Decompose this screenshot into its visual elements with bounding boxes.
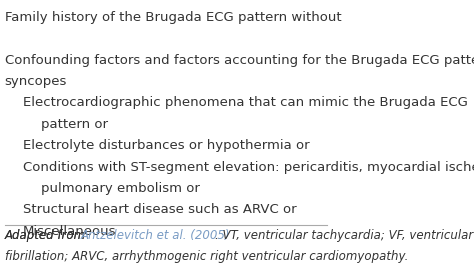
Text: syncopes: syncopes	[5, 75, 67, 88]
Text: Adapted from: Adapted from	[5, 229, 90, 242]
Text: Electrocardiographic phenomena that can mimic the Brugada ECG: Electrocardiographic phenomena that can …	[23, 97, 468, 109]
Text: pattern or: pattern or	[41, 118, 108, 131]
Text: Adapted from Antzelevitch et al. (2005): Adapted from Antzelevitch et al. (2005)	[5, 229, 239, 242]
Text: pulmonary embolism or: pulmonary embolism or	[41, 182, 200, 195]
Text: Adapted from: Adapted from	[5, 229, 90, 242]
Text: Confounding factors and factors accounting for the Brugada ECG pattern or: Confounding factors and factors accounti…	[5, 54, 474, 67]
Text: Antzelevitch et al. (2005): Antzelevitch et al. (2005)	[81, 229, 230, 242]
Text: fibrillation; ARVC, arrhythmogenic right ventricular cardiomyopathy.: fibrillation; ARVC, arrhythmogenic right…	[5, 249, 408, 263]
Text: Structural heart disease such as ARVC or: Structural heart disease such as ARVC or	[23, 203, 296, 216]
Text: Conditions with ST-segment elevation: pericarditis, myocardial ischemia,: Conditions with ST-segment elevation: pe…	[23, 160, 474, 174]
Text: Family history of the Brugada ECG pattern without: Family history of the Brugada ECG patter…	[5, 11, 341, 24]
Text: . VT, ventricular tachycardia; VF, ventricular: . VT, ventricular tachycardia; VF, ventr…	[215, 229, 473, 242]
Text: Miscellaneous: Miscellaneous	[23, 225, 116, 237]
Text: Electrolyte disturbances or hypothermia or: Electrolyte disturbances or hypothermia …	[23, 139, 310, 152]
Text: Antzelevitch et al. (2005): Antzelevitch et al. (2005)	[81, 229, 230, 242]
